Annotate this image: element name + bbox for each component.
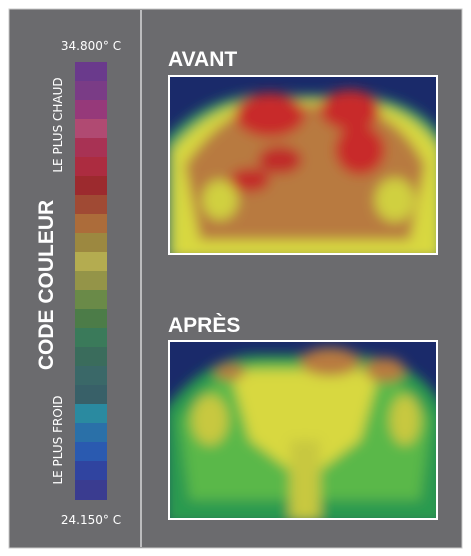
thermal-image-before (170, 77, 436, 253)
hot-label: LE PLUS CHAUD (51, 77, 65, 172)
color-scale (75, 62, 107, 500)
scale-max: 34.800° C (61, 39, 121, 53)
cold-label: LE PLUS FROID (51, 395, 65, 484)
panel-title: APRÈS (168, 314, 240, 337)
scale-title: CODE COULEUR (35, 200, 58, 370)
thermal-image-after (170, 342, 436, 518)
panel-title: AVANT (168, 48, 237, 71)
scale-min: 24.150° C (61, 513, 121, 527)
